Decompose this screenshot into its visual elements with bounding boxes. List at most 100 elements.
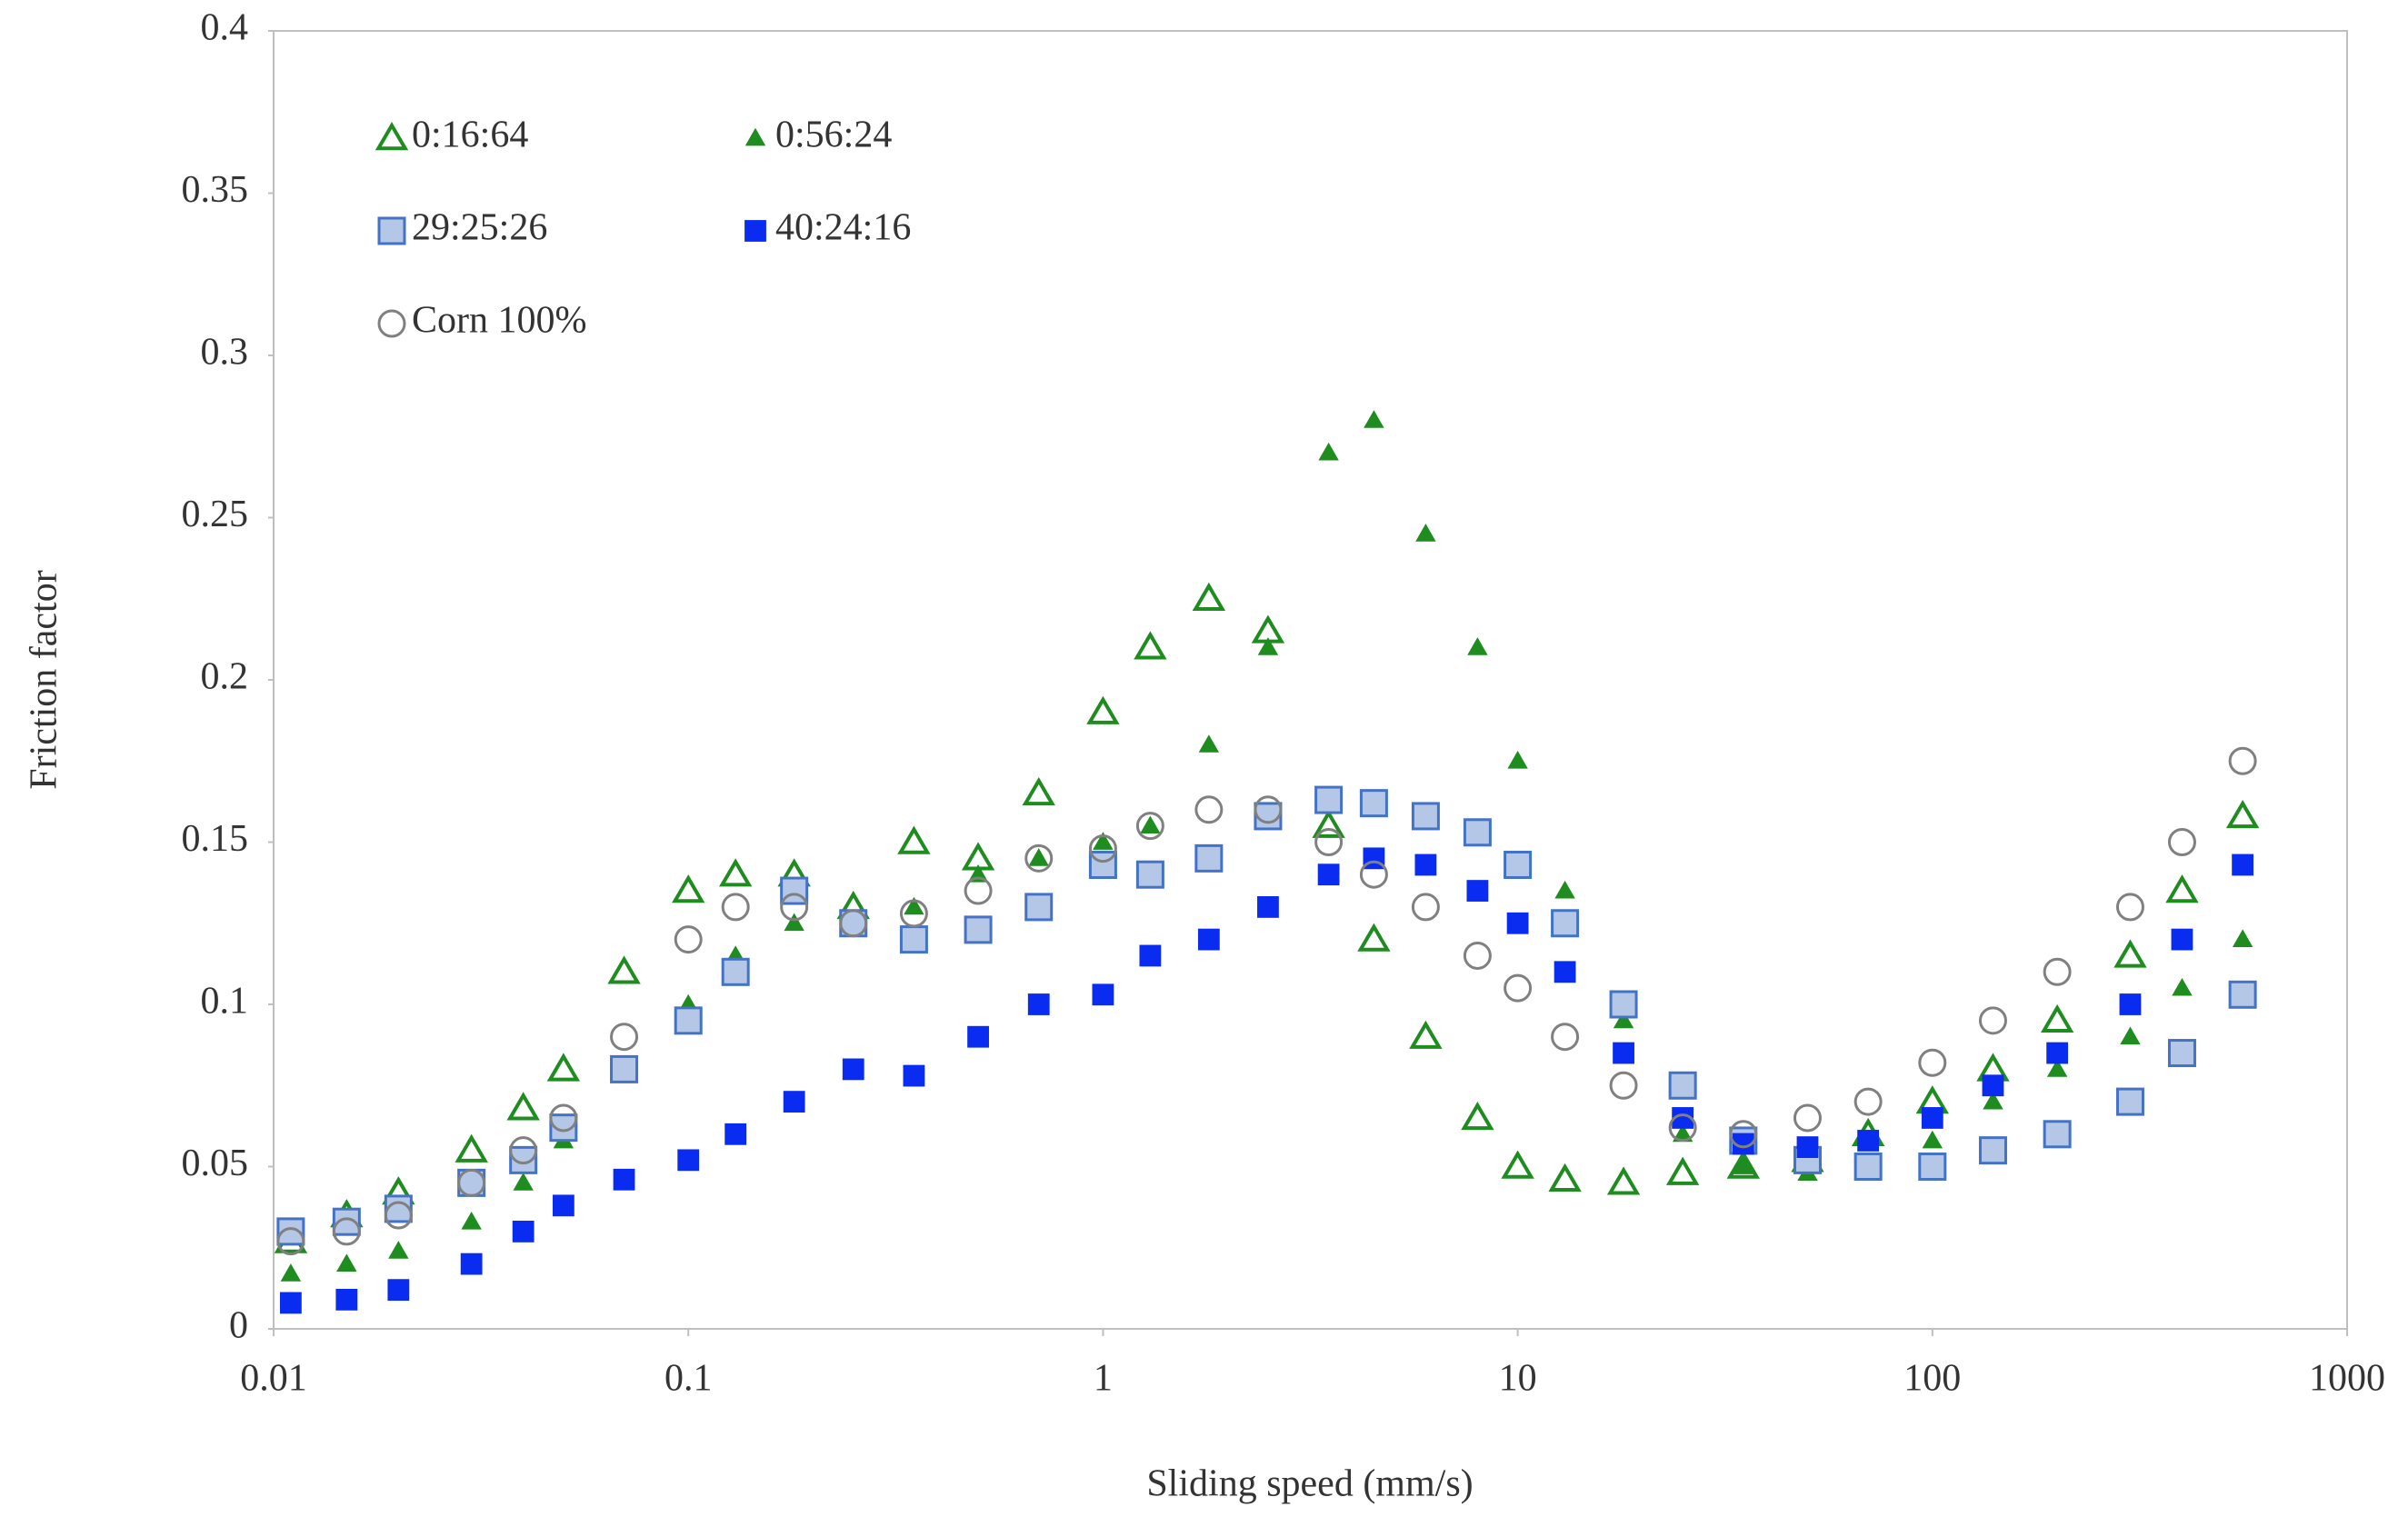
marker bbox=[2171, 928, 2193, 951]
marker bbox=[1551, 909, 1580, 938]
marker bbox=[1359, 860, 1388, 889]
marker bbox=[1733, 1156, 1754, 1174]
marker bbox=[784, 913, 804, 932]
marker bbox=[1506, 912, 1529, 934]
marker bbox=[335, 1288, 358, 1311]
marker bbox=[1729, 1120, 1758, 1149]
y-tick-label: 0.05 bbox=[182, 1143, 249, 1184]
marker bbox=[384, 1201, 413, 1230]
marker bbox=[1257, 896, 1279, 918]
legend-label: 0:16:64 bbox=[412, 115, 528, 156]
x-tick-label: 0.1 bbox=[664, 1358, 713, 1400]
marker bbox=[387, 1279, 410, 1302]
marker bbox=[2172, 977, 2193, 996]
marker bbox=[1086, 695, 1120, 724]
y-tick-label: 0.15 bbox=[182, 818, 249, 860]
marker bbox=[1415, 524, 1436, 542]
marker bbox=[842, 1058, 864, 1081]
marker bbox=[1088, 834, 1117, 863]
marker bbox=[1140, 815, 1161, 834]
marker bbox=[964, 915, 993, 944]
marker bbox=[1918, 1048, 1947, 1077]
marker bbox=[1463, 818, 1492, 847]
marker bbox=[513, 1173, 534, 1191]
marker bbox=[1978, 1006, 2007, 1035]
marker bbox=[509, 1136, 538, 1165]
marker bbox=[1022, 776, 1055, 806]
marker bbox=[1796, 1136, 1819, 1158]
y-tick-label: 0.4 bbox=[201, 7, 249, 49]
marker bbox=[280, 1263, 302, 1282]
marker bbox=[1317, 863, 1340, 886]
x-tick-label: 1000 bbox=[2309, 1358, 2385, 1400]
marker bbox=[1668, 1071, 1697, 1100]
marker bbox=[780, 893, 809, 922]
legend-label: 0:56:24 bbox=[775, 115, 892, 156]
legend-marker bbox=[375, 122, 409, 151]
marker bbox=[2113, 939, 2147, 968]
marker bbox=[2120, 1026, 2141, 1045]
marker bbox=[2043, 1120, 2072, 1149]
legend-marker bbox=[744, 220, 766, 242]
marker bbox=[279, 1292, 302, 1314]
marker bbox=[1606, 1166, 1641, 1195]
y-tick-label: 0.1 bbox=[201, 981, 249, 1023]
marker bbox=[1092, 983, 1114, 1006]
marker bbox=[839, 909, 868, 938]
marker bbox=[724, 1123, 747, 1145]
legend-label: Corn 100% bbox=[412, 300, 587, 342]
marker bbox=[1254, 795, 1283, 824]
marker bbox=[610, 1023, 639, 1052]
marker bbox=[672, 874, 705, 903]
marker bbox=[1194, 843, 1224, 873]
marker bbox=[897, 825, 931, 854]
x-axis-label: Sliding speed (mm/s) bbox=[1146, 1463, 1473, 1505]
marker bbox=[1853, 1153, 1883, 1181]
marker bbox=[2167, 1039, 2196, 1068]
marker bbox=[1254, 802, 1283, 831]
marker bbox=[460, 1253, 483, 1275]
marker bbox=[718, 858, 753, 887]
marker bbox=[457, 1168, 486, 1197]
marker bbox=[2046, 1042, 2069, 1064]
marker bbox=[1554, 880, 1575, 899]
marker bbox=[2228, 746, 2257, 775]
marker bbox=[2232, 929, 2253, 947]
marker bbox=[674, 925, 703, 954]
marker bbox=[1198, 734, 1220, 753]
legend-label: 40:24:16 bbox=[775, 207, 911, 249]
marker bbox=[1507, 751, 1528, 769]
marker bbox=[2225, 799, 2260, 829]
marker bbox=[1982, 1074, 2004, 1097]
marker bbox=[1504, 850, 1533, 879]
marker bbox=[677, 1149, 700, 1172]
marker bbox=[1554, 961, 1576, 983]
marker bbox=[1257, 637, 1279, 655]
marker bbox=[2119, 993, 2142, 1015]
x-tick-label: 0.01 bbox=[240, 1358, 307, 1400]
marker bbox=[2046, 1059, 2068, 1077]
marker bbox=[1793, 1103, 1822, 1133]
x-tick-label: 1 bbox=[1094, 1358, 1113, 1400]
marker bbox=[1665, 1156, 1700, 1185]
marker bbox=[2165, 874, 2199, 903]
marker bbox=[1853, 1087, 1883, 1116]
marker bbox=[1194, 795, 1224, 824]
marker bbox=[899, 899, 928, 928]
marker bbox=[388, 1241, 409, 1259]
marker bbox=[1918, 1153, 1947, 1181]
marker bbox=[549, 1103, 578, 1133]
marker bbox=[899, 925, 928, 954]
marker bbox=[336, 1253, 357, 1272]
marker bbox=[1028, 848, 1049, 866]
marker bbox=[1609, 1071, 1638, 1100]
marker bbox=[1027, 993, 1050, 1015]
marker bbox=[2232, 853, 2254, 876]
marker bbox=[1359, 789, 1388, 818]
y-tick-label: 0.2 bbox=[201, 656, 249, 698]
y-tick-label: 0.25 bbox=[182, 494, 249, 535]
marker bbox=[1504, 973, 1533, 1003]
y-axis-label: Friction factor bbox=[24, 570, 65, 789]
marker bbox=[2043, 957, 2072, 986]
marker bbox=[1548, 1163, 1582, 1192]
